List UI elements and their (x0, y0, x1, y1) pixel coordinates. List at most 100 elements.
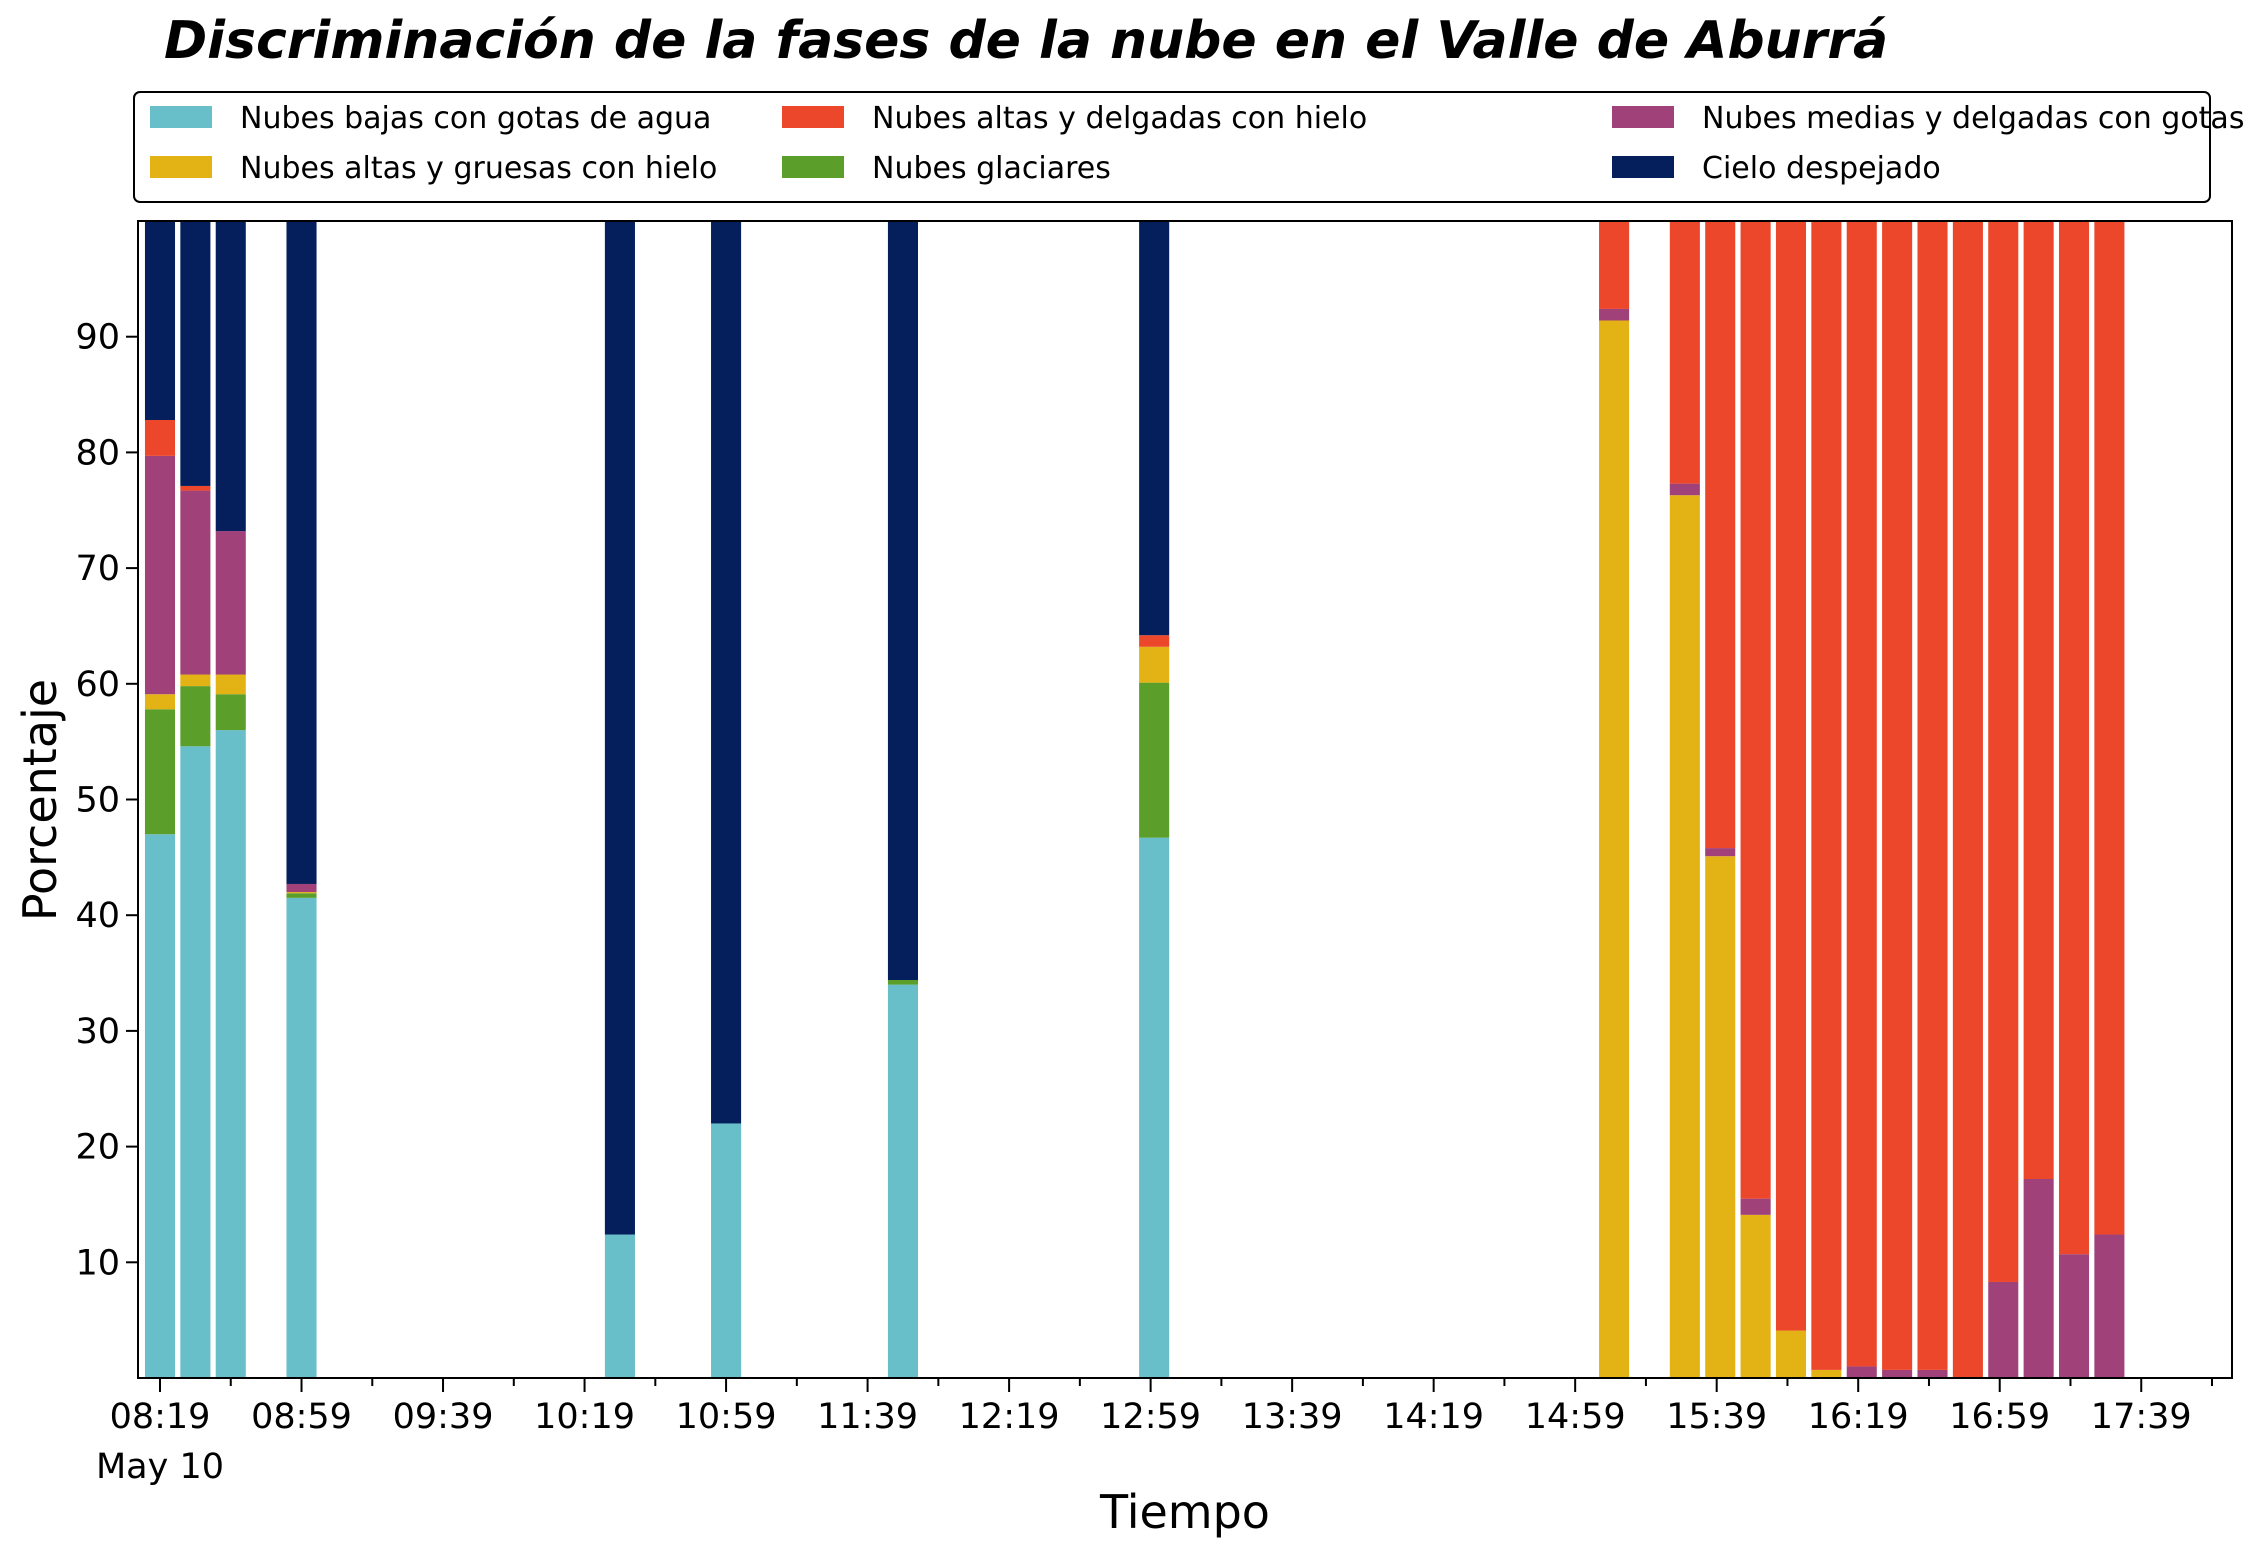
x-tick-label: 14:59 (1525, 1397, 1626, 1437)
bar-segment-20-4 (2058, 221, 2090, 1255)
bar-segment-6-5 (887, 221, 918, 980)
bar-segment-2-3 (215, 531, 246, 675)
bar-segment-13-2 (1811, 1369, 1842, 1378)
y-axis-label: Porcentaje (13, 679, 67, 921)
y-tick-label: 80 (75, 433, 120, 473)
legend-label: Nubes glaciares (872, 151, 1111, 186)
bar-segment-7-1 (1139, 682, 1170, 838)
bar-segment-18-3 (1988, 1281, 2019, 1378)
legend-swatch (782, 106, 844, 128)
bar-segment-3-3 (286, 883, 317, 893)
bar-segment-0-5 (144, 221, 176, 420)
bar-segment-14-4 (1846, 221, 1877, 1367)
bar-segment-7-0 (1139, 837, 1170, 1378)
x-tick-label: 12:19 (959, 1397, 1060, 1437)
legend-label: Cielo despejado (1702, 151, 1941, 186)
bar-segment-19-3 (2023, 1179, 2054, 1378)
bar-segment-21-4 (2094, 221, 2125, 1235)
bar-segment-4-0 (604, 1234, 635, 1378)
plot-area: 10 20 30 40 50 60 70 80 90 08:19 May 10 08:59 09:39… (75, 220, 2233, 1487)
legend-item: Nubes altas y gruesas con hielo (150, 151, 717, 186)
bar-segment-21-3 (2094, 1234, 2125, 1378)
bar-segment-16-4 (1917, 221, 1948, 1370)
legend-item: Nubes glaciares (782, 151, 1111, 186)
bar-segment-10-4 (1705, 221, 1736, 849)
x-axis-label: Tiempo (1099, 1485, 1270, 1539)
bar-segment-2-0 (215, 730, 246, 1378)
bar-segment-18-4 (1988, 221, 2019, 1282)
bar-segment-12-4 (1775, 221, 1807, 1331)
y-tick-label: 40 (75, 896, 120, 936)
x-tick-label: 14:19 (1383, 1397, 1484, 1437)
bar-segment-4-5 (604, 221, 635, 1235)
bar-segment-11-2 (1740, 1214, 1771, 1378)
bar-segment-1-4 (180, 485, 211, 491)
x-tick-label: 15:39 (1666, 1397, 1767, 1437)
bar-segment-8-3 (1599, 308, 1630, 321)
legend-swatch (782, 156, 844, 178)
legend-label: Nubes bajas con gotas de agua (240, 101, 711, 136)
bar-segment-2-1 (215, 694, 246, 731)
bar-segment-6-1 (887, 979, 918, 985)
legend-swatch (1612, 156, 1674, 178)
bar-segment-10-3 (1705, 848, 1736, 857)
chart-title: Discriminación de la fases de la nube en… (164, 11, 1888, 71)
x-tick-date-label: May 10 (96, 1447, 224, 1487)
bar-segment-1-3 (180, 490, 211, 675)
bar-segment-17-4 (1952, 221, 1983, 1378)
bar-segment-0-4 (144, 420, 176, 456)
legend-items: Nubes bajas con gotas de agua Nubes altas… (150, 101, 2244, 186)
bar-segment-9-3 (1669, 483, 1700, 496)
legend-item: Nubes altas y delgadas con hielo (782, 101, 1367, 136)
x-tick-label: 10:59 (676, 1397, 777, 1437)
bar-segment-5-5 (711, 221, 742, 1124)
bar-segment-2-5 (215, 221, 246, 532)
y-axis: 10 20 30 40 50 60 70 80 90 (75, 318, 138, 1283)
bar-segment-3-5 (286, 221, 317, 884)
legend-swatch (150, 156, 212, 178)
bar-segment-7-4 (1139, 635, 1170, 647)
bar-segment-12-2 (1775, 1330, 1807, 1378)
y-tick-label: 50 (75, 781, 120, 821)
bar-segment-1-2 (180, 674, 211, 687)
bar-segment-0-2 (144, 694, 176, 710)
bar-segment-11-4 (1740, 221, 1771, 1199)
x-tick-label: 08:59 (251, 1397, 352, 1437)
y-tick-label: 20 (75, 1128, 120, 1168)
bar-segment-11-3 (1740, 1198, 1771, 1215)
bar-segment-0-0 (144, 834, 176, 1378)
legend-label: Nubes altas y gruesas con hielo (240, 151, 717, 186)
x-tick-label: 16:59 (1949, 1397, 2050, 1437)
bar-segment-13-4 (1811, 221, 1842, 1370)
x-tick-label: 11:39 (817, 1397, 918, 1437)
bar-segment-0-3 (144, 455, 176, 695)
legend-label: Nubes medias y delgadas con gotas de agu… (1702, 101, 2244, 136)
legend: Nubes bajas con gotas de agua Nubes altas… (133, 91, 2244, 203)
bar-segment-7-2 (1139, 646, 1170, 683)
bar-segment-9-2 (1669, 495, 1700, 1379)
x-tick-label: 10:19 (534, 1397, 635, 1437)
bar-segment-2-2 (215, 674, 246, 695)
x-tick-label: 13:39 (1242, 1397, 1343, 1437)
bar-segment-10-2 (1705, 856, 1736, 1378)
y-tick-label: 60 (75, 665, 120, 705)
legend-frame (133, 91, 2211, 203)
bar-segment-3-2 (286, 892, 317, 894)
x-tick-label: 08:19 (110, 1397, 211, 1437)
bar-segment-7-5 (1139, 221, 1170, 636)
y-tick-label: 70 (75, 549, 120, 589)
bar-segment-6-0 (887, 984, 918, 1378)
bar-segment-3-0 (286, 897, 317, 1378)
x-axis: 08:19 May 10 08:59 09:39 10:19 10:59 11:39 12:1… (96, 1378, 2213, 1487)
bar-segment-15-4 (1882, 221, 1913, 1370)
x-tick-label: 09:39 (393, 1397, 494, 1437)
bar-segment-8-4 (1599, 221, 1630, 309)
bar-segment-3-1 (286, 893, 317, 898)
y-tick-label: 10 (75, 1243, 120, 1283)
bar-segment-0-1 (144, 709, 176, 835)
bar-group (144, 221, 2125, 1379)
bar-segment-1-5 (180, 221, 211, 486)
bar-segment-1-1 (180, 686, 211, 747)
bar-segment-8-2 (1599, 320, 1630, 1378)
